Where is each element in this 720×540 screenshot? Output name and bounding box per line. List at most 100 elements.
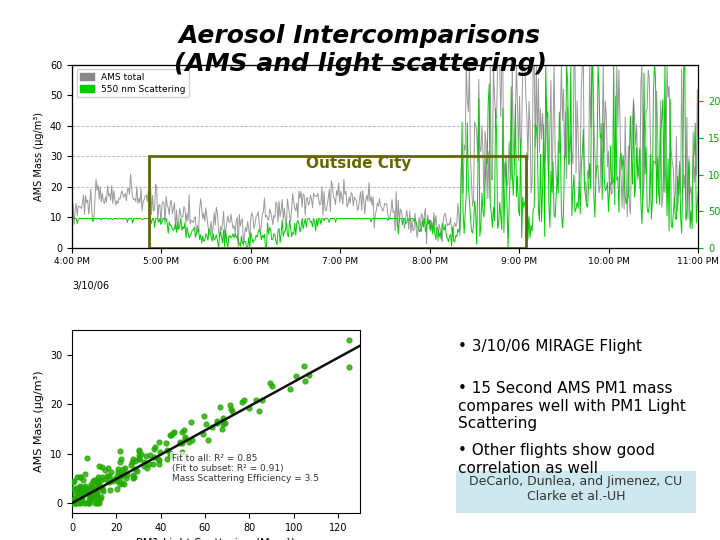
Point	[148, 444, 160, 453]
Point	[68, 477, 80, 485]
Point	[80, 489, 91, 498]
Point	[115, 472, 127, 481]
Point	[119, 464, 130, 472]
Point	[235, 397, 247, 406]
Point	[91, 487, 102, 496]
Point	[71, 496, 82, 505]
Point	[76, 493, 88, 502]
Point	[243, 403, 254, 412]
Point	[132, 455, 144, 464]
Point	[112, 484, 123, 493]
Point	[85, 493, 96, 502]
Point	[84, 487, 95, 496]
Point	[226, 407, 238, 416]
Point	[80, 483, 91, 492]
Point	[71, 496, 83, 504]
Point	[147, 460, 158, 468]
Point	[92, 473, 104, 482]
Point	[71, 484, 82, 492]
Point	[131, 467, 143, 476]
Point	[95, 493, 107, 502]
Point	[68, 484, 79, 493]
Point	[166, 431, 177, 440]
Point	[153, 456, 165, 464]
Point	[96, 476, 107, 484]
Point	[215, 403, 226, 412]
Point	[264, 379, 276, 387]
Point	[118, 468, 130, 477]
Point	[104, 486, 115, 495]
Point	[75, 472, 86, 481]
Point	[256, 396, 268, 404]
Text: 3/10/06: 3/10/06	[72, 281, 109, 291]
Point	[99, 475, 110, 483]
Point	[134, 454, 145, 463]
Point	[216, 425, 228, 434]
Point	[74, 498, 86, 507]
Point	[73, 492, 84, 501]
Point	[144, 450, 156, 459]
Point	[78, 476, 89, 484]
Point	[67, 498, 78, 507]
Point	[197, 430, 209, 438]
X-axis label: PM1 Light Scattering (Mm⁻¹): PM1 Light Scattering (Mm⁻¹)	[137, 538, 296, 540]
Point	[129, 465, 140, 474]
Point	[225, 401, 236, 409]
Point	[220, 419, 231, 428]
Point	[200, 420, 212, 428]
Point	[114, 480, 125, 488]
Point	[133, 446, 145, 454]
Point	[138, 458, 150, 467]
Point	[73, 483, 84, 492]
Point	[89, 499, 101, 508]
Point	[284, 384, 296, 393]
Point	[343, 336, 355, 345]
Point	[112, 465, 124, 474]
Point	[217, 420, 229, 428]
Point	[81, 454, 92, 462]
Point	[206, 422, 217, 431]
Point	[133, 447, 145, 455]
Point	[118, 480, 130, 488]
Point	[90, 490, 102, 499]
Point	[253, 406, 264, 415]
Point	[69, 490, 81, 498]
Point	[73, 489, 84, 498]
Point	[174, 439, 186, 448]
Legend: AMS total, 550 nm Scattering: AMS total, 550 nm Scattering	[76, 69, 189, 97]
Point	[154, 448, 166, 457]
Text: Aerosol Intercomparisons
(AMS and light scattering): Aerosol Intercomparisons (AMS and light …	[174, 24, 546, 76]
Point	[116, 470, 127, 479]
Point	[91, 476, 103, 484]
Point	[76, 485, 88, 494]
Point	[199, 412, 210, 421]
Point	[176, 448, 187, 456]
Point	[343, 363, 355, 372]
Point	[112, 477, 123, 486]
Point	[69, 499, 81, 508]
Point	[74, 482, 86, 490]
Point	[75, 489, 86, 498]
Point	[96, 484, 108, 492]
Point	[87, 476, 99, 485]
Point	[86, 494, 98, 502]
Point	[99, 465, 110, 474]
Point	[71, 473, 83, 482]
Point	[161, 446, 173, 454]
Point	[135, 449, 147, 458]
Point	[68, 478, 79, 487]
Point	[114, 476, 125, 484]
Point	[179, 435, 191, 443]
Point	[75, 491, 86, 500]
Point	[113, 468, 125, 476]
Point	[129, 457, 140, 465]
Text: Outside City: Outside City	[306, 157, 411, 172]
Point	[126, 461, 138, 469]
Text: • 3/10/06 MIRAGE Flight: • 3/10/06 MIRAGE Flight	[459, 339, 642, 354]
Point	[92, 478, 104, 487]
Point	[78, 487, 89, 496]
Point	[92, 479, 104, 488]
Point	[92, 482, 104, 491]
Point	[83, 499, 94, 508]
Point	[179, 426, 190, 435]
